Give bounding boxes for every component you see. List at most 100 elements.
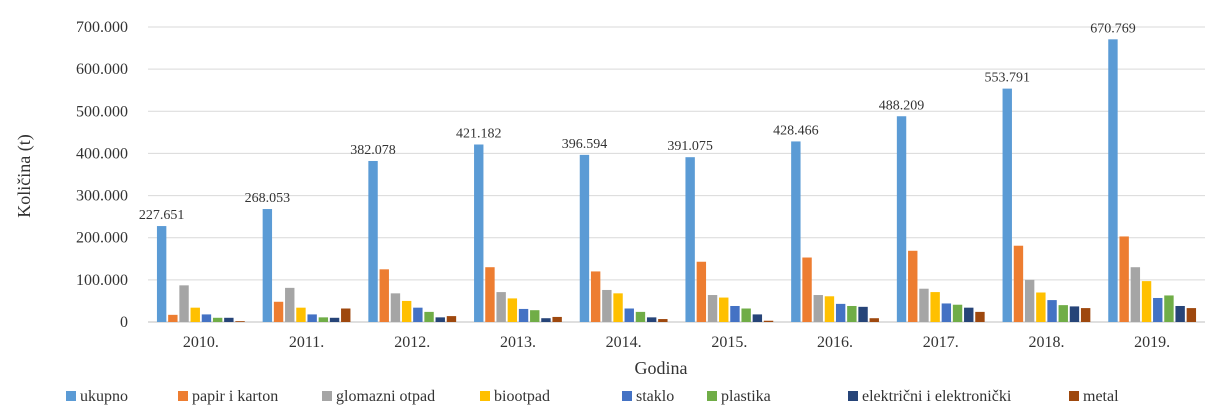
bar-ukupno (579, 154, 590, 322)
bar-papir-i-karton (1013, 245, 1024, 322)
legend-label: biootpad (494, 388, 550, 405)
legend-swatch (622, 391, 632, 401)
bar-glomazni-otpad (919, 288, 929, 322)
bar-papir-i-karton (802, 257, 812, 322)
bar-papir-i-karton (590, 271, 601, 322)
legend-label: plastika (721, 388, 771, 405)
bar-glomazni-otpad (390, 293, 401, 322)
y-tick-label: 200.000 (76, 230, 128, 247)
x-axis-ticks: 2010. 2011. 2012. 2013. 2014. 2015. 2016. 2017.… (183, 334, 1170, 351)
bar-ukupno (896, 116, 907, 322)
bar-ukupno (1108, 39, 1118, 322)
bar-papir-i-karton (696, 261, 707, 322)
bar-električni-i-elektronički (646, 317, 657, 322)
data-label: 227.651 (139, 208, 185, 223)
bar-plastika (1164, 295, 1174, 322)
bar-plastika (1058, 305, 1068, 322)
bar-glomazni-otpad (496, 292, 506, 322)
bar-električni-i-elektronički (1069, 306, 1080, 322)
bar-električni-i-elektronički (858, 306, 868, 322)
bar-ukupno (368, 160, 378, 322)
legend-label: papir i karton (192, 388, 278, 405)
gridlines (148, 26, 1205, 323)
bar-biootpad (613, 293, 623, 322)
bar-metal (763, 320, 774, 322)
data-label: 488.209 (879, 98, 925, 113)
bar-metal (235, 321, 245, 322)
bar-biootpad (401, 300, 412, 322)
bar-električni-i-elektronički (329, 317, 340, 322)
legend-label: metal (1083, 388, 1119, 405)
bar-staklo (941, 303, 952, 322)
x-tick-label: 2017. (923, 334, 959, 351)
x-tick-label: 2013. (500, 334, 536, 351)
bar-staklo (201, 314, 212, 322)
y-tick-label: 600.000 (76, 61, 128, 78)
x-tick-label: 2019. (1134, 334, 1170, 351)
bar-staklo (1047, 300, 1057, 322)
y-tick-label: 0 (120, 314, 128, 331)
x-tick-label: 2016. (817, 334, 853, 351)
bar-papir-i-karton (908, 250, 918, 322)
bar-staklo (518, 308, 529, 322)
data-label: 428.466 (773, 123, 819, 138)
bar-biootpad (296, 307, 306, 322)
legend: ukupno papir i karton glomazni otpad biootp… (66, 388, 1119, 405)
bar-električni-i-elektronički (541, 318, 551, 322)
y-tick-label: 100.000 (76, 272, 128, 289)
bar-glomazni-otpad (813, 295, 823, 322)
bar-papir-i-karton (485, 267, 495, 322)
bar-staklo (624, 308, 634, 322)
bar-metal (869, 318, 879, 322)
bar-metal (658, 319, 668, 322)
bar-električni-i-elektronički (1175, 305, 1185, 322)
y-tick-label: 300.000 (76, 188, 128, 205)
x-tick-label: 2014. (606, 334, 642, 351)
bars (156, 39, 1197, 323)
bar-papir-i-karton (273, 301, 284, 322)
bar-metal (975, 311, 985, 322)
legend-swatch (66, 391, 76, 401)
bar-staklo (307, 314, 317, 322)
y-tick-label: 500.000 (76, 103, 128, 120)
bar-plastika (741, 308, 751, 322)
legend-swatch (480, 391, 490, 401)
bar-biootpad (1036, 292, 1046, 322)
legend-label: električni i elektronički (862, 388, 1012, 405)
data-label: 421.182 (456, 127, 502, 142)
x-tick-label: 2010. (183, 334, 219, 351)
bar-papir-i-karton (1119, 236, 1129, 322)
bar-glomazni-otpad (1024, 279, 1035, 322)
bar-staklo (730, 305, 740, 322)
bar-plastika (424, 311, 434, 322)
bar-ukupno (1002, 88, 1012, 323)
data-label: 391.075 (667, 139, 713, 154)
data-label: 382.078 (350, 143, 396, 158)
bar-plastika (847, 305, 857, 322)
data-label: 396.594 (562, 137, 608, 152)
data-label: 268.053 (245, 191, 291, 206)
bar-glomazni-otpad (602, 289, 612, 322)
bar-glomazni-otpad (179, 285, 189, 322)
legend-swatch (848, 391, 858, 401)
bar-biootpad (1141, 281, 1152, 322)
data-labels: 227.651 268.053 382.078 421.182 396.594 391.0… (139, 21, 1136, 223)
bar-ukupno (156, 226, 167, 322)
bar-biootpad (930, 292, 940, 322)
y-tick-label: 400.000 (76, 145, 128, 162)
bar-glomazni-otpad (1130, 267, 1141, 322)
y-axis-ticks: 0 100.000 200.000 300.000 400.000 500.000 600.… (76, 19, 128, 331)
legend-swatch (178, 391, 188, 401)
bar-biootpad (507, 298, 518, 322)
bar-biootpad (190, 307, 200, 322)
bar-metal (446, 316, 457, 322)
bar-električni-i-elektronički (752, 314, 763, 322)
bar-staklo (413, 307, 423, 322)
bar-plastika (952, 304, 963, 322)
bar-plastika (635, 311, 646, 322)
bar-staklo (1153, 297, 1163, 322)
bar-metal (1080, 308, 1091, 322)
y-axis-title: Količina (t) (14, 134, 35, 217)
bar-plastika (530, 310, 540, 322)
